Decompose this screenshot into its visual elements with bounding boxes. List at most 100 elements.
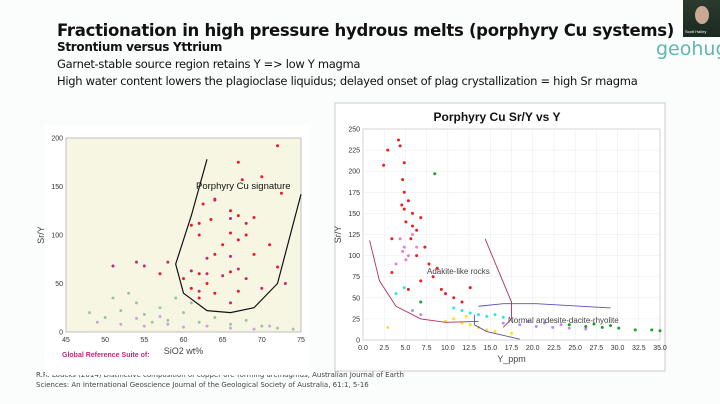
data-point <box>150 320 154 324</box>
y-tick-label: 50 <box>352 295 360 302</box>
y-tick-label: 150 <box>348 211 360 218</box>
data-point <box>409 237 413 241</box>
data-point <box>600 325 604 329</box>
y-tick-label: 250 <box>348 127 360 134</box>
data-point <box>213 198 217 202</box>
chart-footer: Global Reference Suite of: <box>62 352 150 359</box>
data-point <box>477 313 480 317</box>
y-tick-label: 200 <box>51 136 63 143</box>
data-point <box>260 175 264 179</box>
data-point <box>411 308 414 312</box>
data-point <box>658 329 662 333</box>
data-point <box>205 324 209 328</box>
data-point <box>390 237 394 241</box>
data-point <box>406 254 410 258</box>
x-tick-label: 15.0 <box>483 345 497 352</box>
data-point <box>142 324 146 328</box>
data-point <box>431 275 435 279</box>
data-point <box>276 326 279 330</box>
x-tick-label: 65 <box>219 337 227 344</box>
data-point <box>415 228 419 232</box>
x-tick-label: 32.5 <box>632 345 646 352</box>
y-tick-label: 100 <box>348 253 360 260</box>
data-point <box>236 267 240 271</box>
presenter-face <box>695 6 709 24</box>
x-tick-label: 22.5 <box>547 345 561 352</box>
x-tick-label: 7.5 <box>422 345 432 352</box>
annotation-normal-andesite: Normal andesite-dacite-rhyolite <box>508 316 619 325</box>
slide-title: Fractionation in high pressure hydrous m… <box>57 21 675 40</box>
data-point <box>236 289 240 293</box>
data-point <box>567 326 571 330</box>
data-point <box>567 323 571 327</box>
data-point <box>411 224 414 228</box>
y-tick-label: 125 <box>348 232 360 239</box>
data-point <box>213 252 217 256</box>
data-point <box>276 144 279 148</box>
webcam-name: Scott Halley <box>685 29 707 34</box>
data-point <box>386 148 390 152</box>
y-tick-label: 75 <box>352 274 360 281</box>
data-point <box>229 209 232 213</box>
data-point <box>468 311 472 315</box>
y-tick-label: 0 <box>59 330 63 337</box>
data-point <box>213 315 217 319</box>
data-point <box>493 313 497 317</box>
data-point <box>260 324 264 328</box>
geohug-logo: geohug <box>656 38 720 60</box>
field-boundary-curve <box>484 238 512 328</box>
data-point <box>135 260 138 264</box>
data-point <box>501 321 505 325</box>
data-point <box>127 291 131 295</box>
data-point <box>464 314 468 318</box>
data-point <box>452 306 456 310</box>
data-point <box>166 318 170 322</box>
data-point <box>402 190 406 194</box>
data-point <box>444 292 447 296</box>
data-point <box>174 296 178 300</box>
x-tick-label: 70 <box>258 337 266 344</box>
data-point <box>398 144 402 148</box>
data-point <box>485 314 489 318</box>
data-point <box>386 325 390 329</box>
data-point <box>401 178 405 182</box>
data-point <box>213 291 217 295</box>
y-tick-label: 100 <box>51 233 63 240</box>
data-point <box>221 243 225 247</box>
data-point <box>452 317 456 321</box>
data-point <box>276 265 279 269</box>
data-point <box>584 324 588 328</box>
x-tick-label: 0.0 <box>358 345 368 352</box>
data-point <box>209 217 213 221</box>
data-point <box>189 286 193 290</box>
data-point <box>551 325 555 329</box>
data-point <box>543 321 546 325</box>
data-point <box>609 324 612 328</box>
data-point <box>103 315 107 319</box>
data-point <box>460 300 464 304</box>
data-point <box>401 249 405 253</box>
x-tick-label: 10.0 <box>441 345 455 352</box>
x-tick-label: 25.0 <box>568 345 582 352</box>
data-point <box>617 326 621 330</box>
data-point <box>427 262 431 266</box>
data-point <box>252 327 256 331</box>
data-point <box>518 323 522 327</box>
data-point <box>158 272 162 276</box>
data-point <box>189 301 193 305</box>
data-point <box>119 322 123 326</box>
slide-subtitle: Strontium versus Yttrium <box>57 40 223 54</box>
data-point <box>404 220 408 224</box>
data-point <box>229 217 232 221</box>
x-tick-label: 5.0 <box>401 345 411 352</box>
data-point <box>252 216 256 220</box>
x-tick-label: 12.5 <box>462 345 476 352</box>
x-axis-label: Y_ppm <box>497 354 526 364</box>
data-point <box>402 207 406 211</box>
data-point <box>244 318 248 322</box>
data-point <box>135 316 138 320</box>
data-point <box>244 221 248 225</box>
data-point <box>592 322 596 326</box>
x-tick-label: 35.0 <box>653 345 667 352</box>
